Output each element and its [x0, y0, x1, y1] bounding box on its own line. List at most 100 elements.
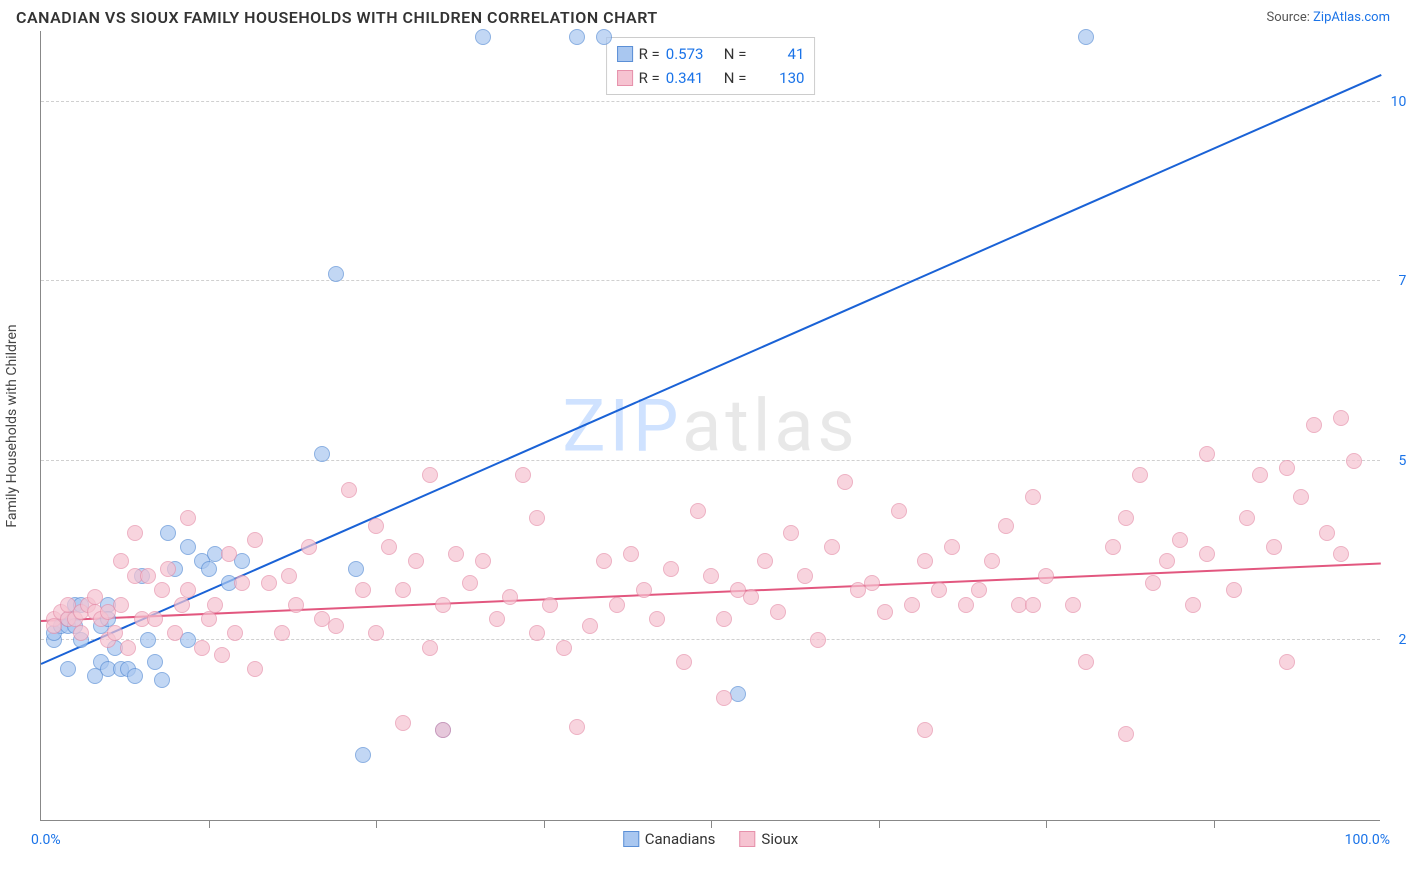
data-point [864, 575, 880, 591]
data-point [435, 722, 451, 738]
data-point [1159, 553, 1175, 569]
data-point [1226, 582, 1242, 598]
data-point [1279, 654, 1295, 670]
data-point [917, 722, 933, 738]
data-point [931, 582, 947, 598]
series-legend-item: Canadians [623, 830, 716, 848]
data-point [703, 568, 719, 584]
data-point [1333, 410, 1349, 426]
data-point [1025, 489, 1041, 505]
data-point [529, 625, 545, 641]
n-label: N = [724, 66, 747, 90]
data-point [837, 474, 853, 490]
data-point [368, 625, 384, 641]
data-point [140, 632, 156, 648]
data-point [636, 582, 652, 598]
chart-container: Family Households with Children ZIPatlas… [40, 31, 1390, 821]
data-point [998, 518, 1014, 534]
data-point [489, 611, 505, 627]
source-prefix: Source: [1266, 10, 1313, 25]
data-point [355, 747, 371, 763]
data-point [120, 640, 136, 656]
watermark: ZIPatlas [562, 383, 858, 468]
x-tick [209, 820, 210, 828]
data-point [730, 686, 746, 702]
data-point [1078, 29, 1094, 45]
chart-title: CANADIAN VS SIOUX FAMILY HOUSEHOLDS WITH… [16, 8, 658, 27]
data-point [1132, 467, 1148, 483]
data-point [1038, 568, 1054, 584]
data-point [1346, 453, 1362, 469]
x-tick [1046, 820, 1047, 828]
data-point [422, 640, 438, 656]
data-point [475, 29, 491, 45]
data-point [274, 625, 290, 641]
y-tick-label: 75.0% [1398, 273, 1406, 289]
data-point [569, 29, 585, 45]
legend-swatch [617, 46, 633, 62]
data-point [1333, 546, 1349, 562]
data-point [663, 561, 679, 577]
data-point [810, 632, 826, 648]
data-point [381, 539, 397, 555]
x-tick [1214, 820, 1215, 828]
data-point [60, 661, 76, 677]
data-point [1118, 726, 1134, 742]
data-point [783, 525, 799, 541]
data-point [1118, 510, 1134, 526]
data-point [147, 611, 163, 627]
watermark-atlas: atlas [682, 383, 859, 468]
data-point [247, 661, 263, 677]
data-point [87, 589, 103, 605]
y-axis-label: Family Households with Children [4, 324, 20, 527]
data-point [891, 503, 907, 519]
r-value: 0.341 [666, 66, 718, 90]
data-point [797, 568, 813, 584]
data-point [328, 266, 344, 282]
data-point [395, 715, 411, 731]
data-point [174, 597, 190, 613]
x-tick [376, 820, 377, 828]
data-point [140, 568, 156, 584]
x-axis-min-label: 0.0% [31, 832, 61, 848]
data-point [1078, 654, 1094, 670]
chart-header: CANADIAN VS SIOUX FAMILY HOUSEHOLDS WITH… [0, 0, 1406, 31]
data-point [368, 518, 384, 534]
y-gridline [41, 639, 1380, 640]
data-point [154, 582, 170, 598]
data-point [1266, 539, 1282, 555]
data-point [877, 604, 893, 620]
correlation-legend-row: R =0.341N =130 [617, 66, 805, 90]
data-point [1025, 597, 1041, 613]
y-gridline [41, 460, 1380, 461]
data-point [743, 589, 759, 605]
data-point [971, 582, 987, 598]
data-point [107, 625, 123, 641]
data-point [314, 446, 330, 462]
data-point [160, 525, 176, 541]
data-point [690, 503, 706, 519]
data-point [1279, 460, 1295, 476]
y-tick-label: 50.0% [1398, 453, 1406, 469]
data-point [113, 597, 129, 613]
y-gridline [41, 280, 1380, 281]
data-point [475, 553, 491, 569]
data-point [649, 611, 665, 627]
legend-swatch [617, 70, 633, 86]
data-point [569, 719, 585, 735]
x-tick [544, 820, 545, 828]
data-point [435, 597, 451, 613]
data-point [757, 553, 773, 569]
y-tick-label: 25.0% [1398, 632, 1406, 648]
data-point [207, 597, 223, 613]
data-point [1065, 597, 1081, 613]
r-label: R = [639, 42, 660, 66]
source-link[interactable]: ZipAtlas.com [1313, 10, 1390, 25]
data-point [127, 525, 143, 541]
data-point [716, 611, 732, 627]
series-legend-label: Sioux [761, 830, 798, 848]
data-point [556, 640, 572, 656]
data-point [609, 597, 625, 613]
data-point [1185, 597, 1201, 613]
data-point [113, 553, 129, 569]
